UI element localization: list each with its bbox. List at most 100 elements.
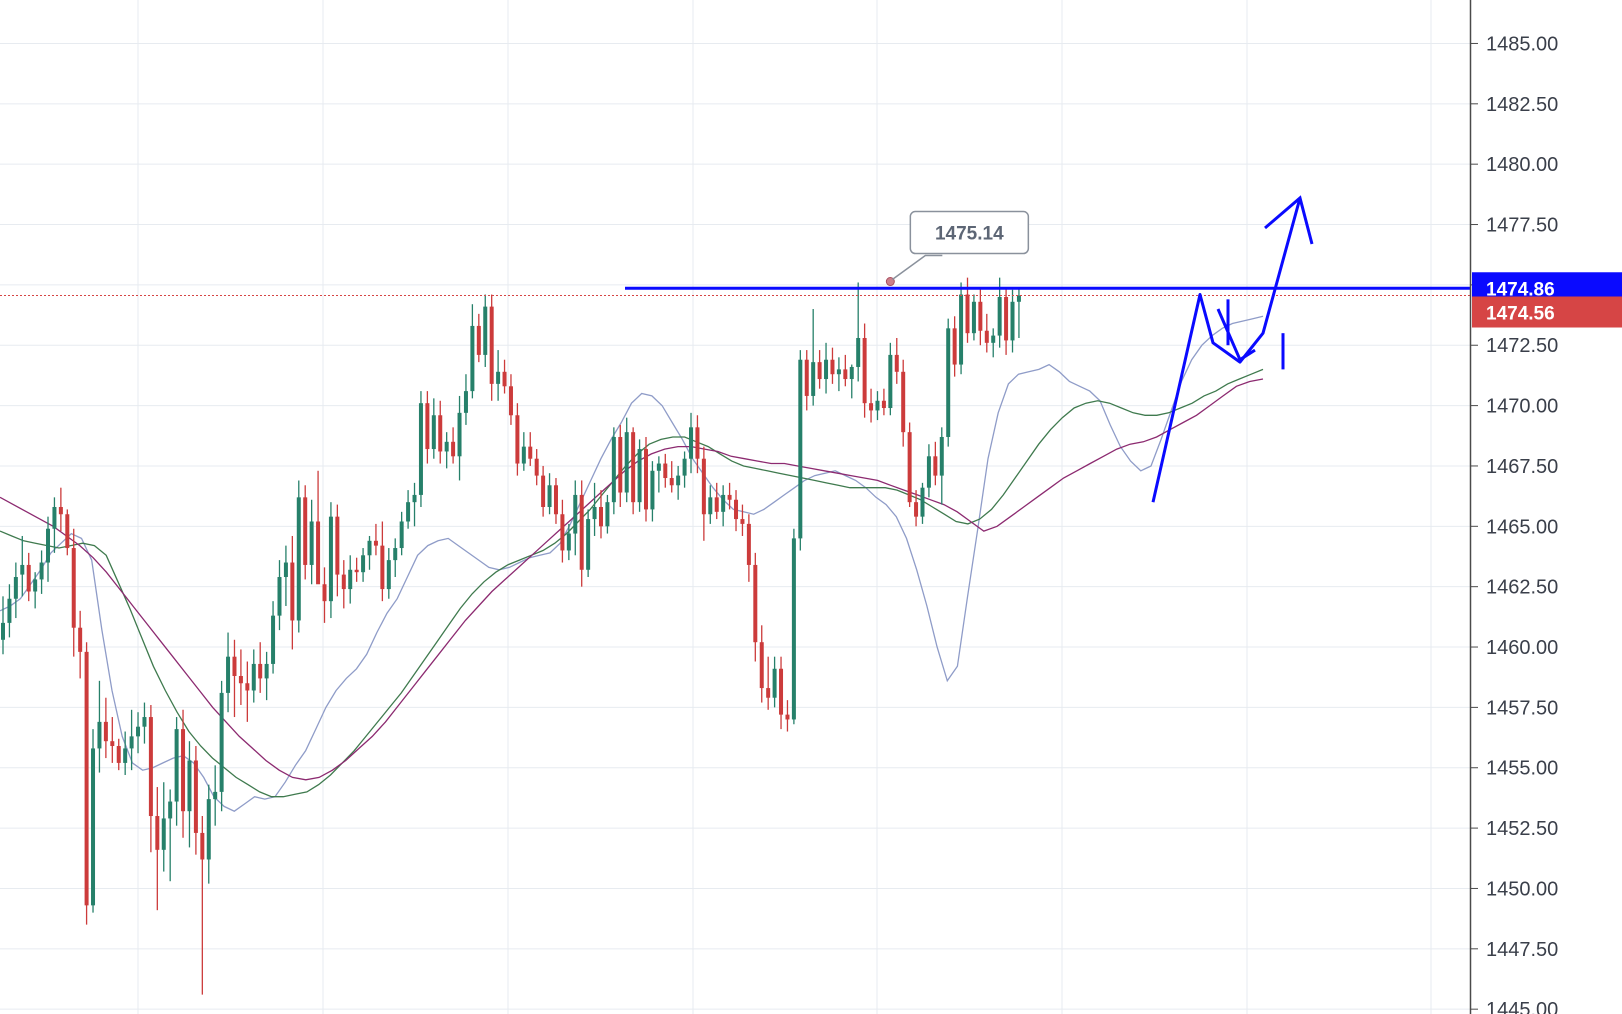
candle — [553, 478, 558, 524]
candle-body — [348, 569, 353, 590]
candle — [650, 461, 655, 522]
candle-body — [624, 432, 629, 493]
candle — [541, 465, 546, 517]
candle-body — [502, 371, 507, 387]
candle-body — [174, 729, 179, 802]
candle-body — [277, 577, 282, 616]
candle — [920, 482, 925, 524]
candle — [611, 427, 616, 515]
candle — [669, 461, 674, 493]
candle-body — [579, 494, 584, 570]
candle-body — [367, 540, 372, 556]
candle-body — [322, 584, 327, 602]
candle-body — [566, 533, 571, 551]
candle-body — [586, 519, 591, 570]
candle-body — [123, 748, 128, 763]
candle-body — [341, 574, 346, 590]
candle — [483, 294, 488, 367]
candle — [695, 415, 700, 474]
candle — [785, 700, 790, 732]
price-tick-label: 1485.00 — [1486, 33, 1558, 55]
candle-body — [901, 371, 906, 433]
candle — [219, 680, 224, 812]
candle-body — [946, 328, 951, 437]
candle — [148, 704, 153, 853]
price-axis[interactable]: 1445.00 1447.50 1450.00 1452.50 1455.00 1457.… — [1469, 0, 1622, 1014]
candle — [277, 560, 282, 631]
candle-body — [644, 449, 648, 510]
candle — [508, 374, 513, 425]
candle-body — [888, 354, 893, 409]
trend-arrow-path[interactable] — [1151, 197, 1302, 503]
candle — [579, 480, 584, 587]
candle-body — [354, 569, 359, 573]
price-tick-label: 1455.00 — [1486, 758, 1558, 780]
candle — [200, 816, 205, 995]
candle-body — [881, 400, 886, 409]
candle — [881, 388, 886, 416]
candle-body — [129, 736, 134, 749]
candle-body — [991, 335, 996, 343]
candle-body — [483, 306, 488, 355]
price-badge: 1474.56 — [1472, 296, 1622, 328]
candle — [798, 350, 803, 551]
candle — [573, 480, 578, 556]
candle-body — [856, 338, 861, 367]
candle-body — [309, 521, 314, 565]
candle — [290, 535, 295, 650]
candle-body — [560, 514, 565, 551]
candle-body — [534, 458, 539, 476]
candle-body — [271, 615, 276, 664]
candle — [624, 417, 629, 503]
candle — [58, 487, 63, 532]
candle — [20, 535, 25, 597]
candle-body — [605, 502, 610, 527]
candle — [618, 424, 623, 507]
candle-body — [361, 555, 366, 573]
candle-body — [187, 760, 192, 812]
candle — [46, 516, 51, 582]
candle-body — [830, 359, 835, 375]
candle — [856, 282, 861, 382]
candle — [65, 509, 70, 556]
candle-body — [573, 494, 578, 534]
candle-body — [245, 683, 250, 691]
candle-body — [283, 562, 288, 578]
candle-body — [296, 497, 301, 621]
candle-body — [676, 475, 681, 486]
candle — [264, 651, 269, 701]
candle — [991, 328, 996, 358]
candle-body — [328, 516, 333, 602]
candle-body — [785, 714, 790, 720]
candle-body — [438, 415, 443, 452]
candle-body — [316, 521, 321, 585]
candle-body — [907, 432, 912, 503]
candle-body — [431, 415, 436, 450]
candle-body — [219, 692, 224, 792]
candle — [772, 656, 777, 708]
candle — [515, 403, 520, 476]
candle — [637, 439, 642, 512]
callout-label: 1475.14 — [935, 224, 1004, 245]
candle-body — [656, 463, 661, 471]
grid — [0, 0, 1470, 1014]
candle — [193, 746, 198, 855]
candle-body — [926, 456, 931, 488]
candle — [779, 656, 784, 730]
candle — [84, 642, 89, 925]
candle — [168, 789, 173, 882]
candle — [766, 656, 771, 710]
candle — [1010, 289, 1015, 353]
candle-body — [373, 540, 378, 546]
candle — [746, 514, 751, 582]
candle-body — [663, 463, 668, 479]
candle — [283, 545, 288, 606]
candle — [226, 632, 231, 713]
candle-body — [650, 470, 655, 510]
candle — [849, 364, 854, 399]
candle-body — [528, 446, 533, 459]
candle-body — [399, 521, 404, 549]
candle — [245, 661, 250, 722]
candle — [341, 560, 346, 609]
